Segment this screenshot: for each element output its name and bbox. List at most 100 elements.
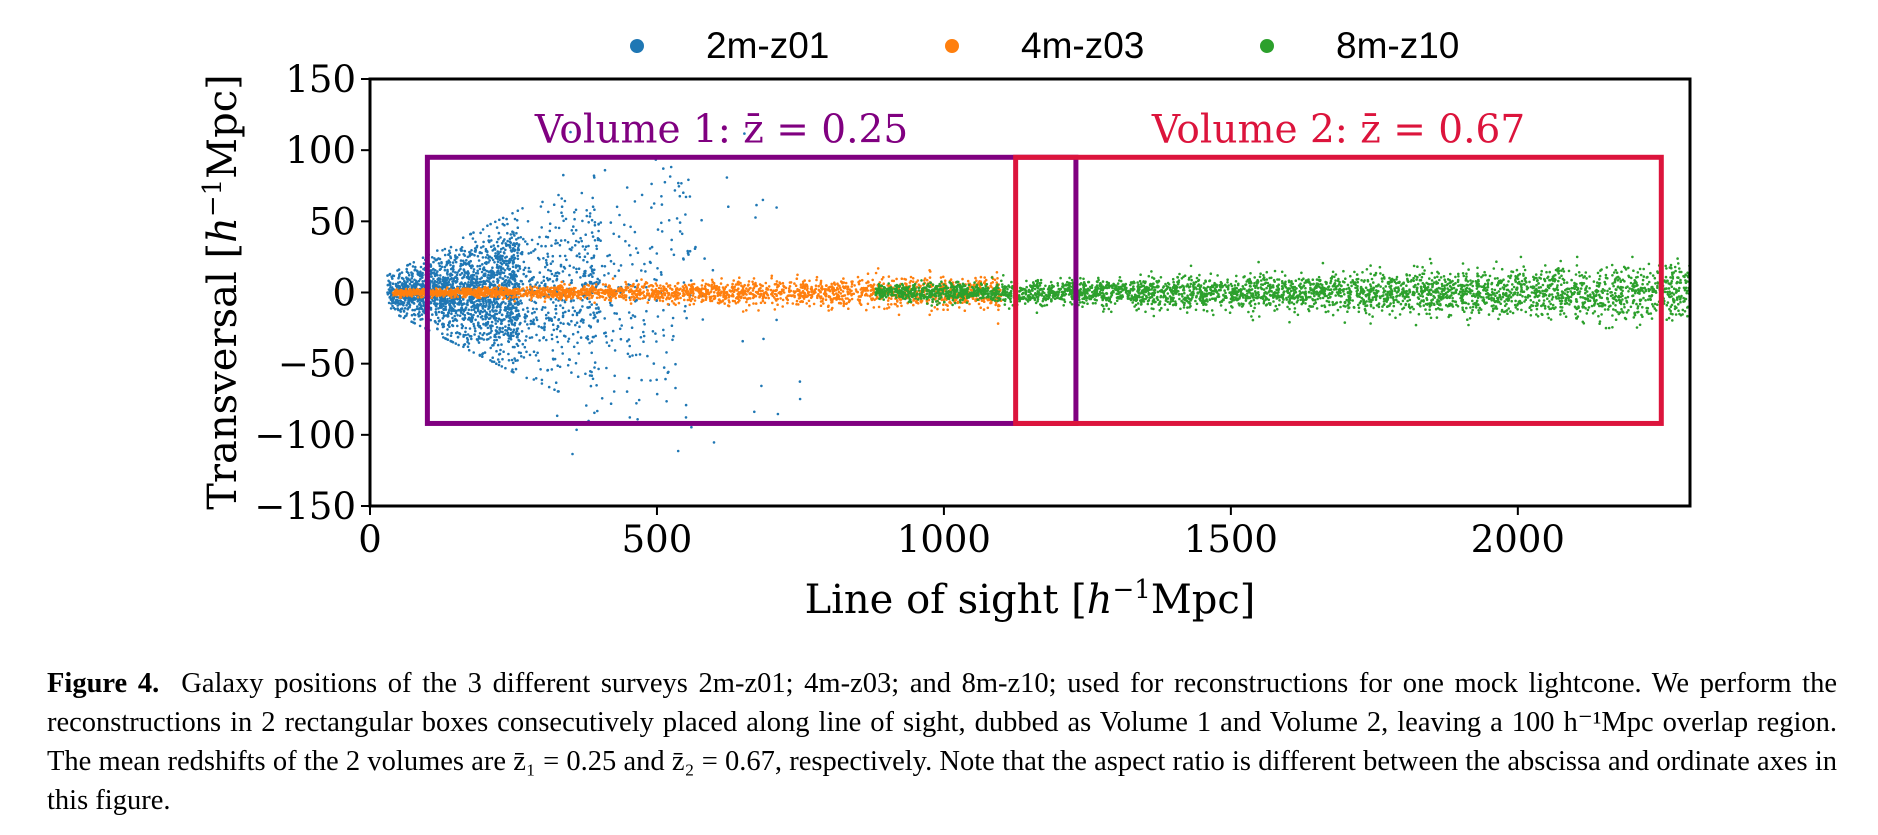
point-2m-z01: [475, 304, 478, 307]
point-2m-z01: [478, 303, 482, 307]
point-2m-z01: [488, 313, 491, 317]
point-4m-z03: [848, 288, 851, 291]
point-2m-z01: [538, 235, 541, 239]
point-2m-z01: [429, 308, 433, 311]
point-2m-z01: [521, 308, 525, 311]
point-4m-z03: [539, 296, 542, 299]
point-4m-z03: [837, 295, 841, 298]
point-4m-z03: [759, 301, 763, 305]
point-2m-z01: [502, 246, 505, 250]
point-2m-z01: [466, 345, 470, 349]
point-2m-z01: [578, 252, 581, 255]
point-2m-z01: [475, 299, 478, 303]
point-4m-z03: [882, 282, 885, 286]
point-2m-z01: [552, 328, 556, 332]
point-2m-z01: [552, 203, 556, 206]
point-4m-z03: [863, 293, 867, 297]
point-2m-z01: [416, 305, 419, 308]
point-2m-z01: [488, 306, 491, 310]
point-2m-z01: [673, 189, 677, 192]
point-2m-z01: [504, 256, 507, 259]
point-2m-z01: [410, 273, 414, 277]
point-2m-z01: [500, 247, 503, 251]
point-2m-z01: [515, 297, 519, 301]
point-2m-z01: [523, 345, 527, 349]
point-2m-z01: [520, 355, 523, 358]
point-2m-z01: [560, 205, 564, 208]
point-4m-z03: [732, 295, 735, 298]
point-2m-z01: [480, 315, 484, 318]
point-2m-z01: [407, 273, 411, 277]
point-2m-z01: [603, 274, 606, 277]
point-4m-z03: [692, 302, 696, 306]
point-4m-z03: [563, 282, 566, 286]
point-2m-z01: [504, 302, 507, 305]
point-4m-z03: [589, 286, 593, 290]
point-2m-z01: [591, 377, 595, 381]
point-2m-z01: [473, 310, 477, 314]
point-4m-z03: [791, 302, 795, 305]
point-2m-z01: [674, 386, 677, 390]
point-4m-z03: [788, 285, 792, 288]
point-2m-z01: [460, 271, 464, 275]
point-2m-z01: [473, 247, 477, 250]
point-4m-z03: [418, 288, 421, 292]
point-2m-z01: [440, 302, 444, 306]
point-2m-z01: [396, 301, 400, 305]
point-2m-z01: [656, 315, 660, 318]
point-2m-z01: [436, 322, 440, 326]
point-4m-z03: [845, 302, 848, 305]
point-4m-z03: [658, 291, 661, 295]
point-2m-z01: [610, 339, 614, 342]
point-4m-z03: [596, 290, 599, 293]
point-2m-z01: [499, 257, 503, 261]
point-2m-z01: [497, 231, 501, 235]
point-2m-z01: [481, 307, 485, 310]
point-2m-z01: [651, 330, 655, 333]
point-2m-z01: [444, 314, 448, 317]
point-2m-z01: [527, 270, 530, 273]
point-4m-z03: [553, 286, 556, 289]
point-4m-z03: [677, 301, 681, 305]
point-4m-z03: [771, 301, 774, 305]
point-2m-z01: [407, 296, 411, 300]
point-2m-z01: [553, 274, 556, 278]
point-2m-z01: [665, 351, 668, 354]
point-4m-z03: [764, 296, 768, 300]
point-2m-z01: [513, 242, 516, 245]
point-2m-z01: [436, 278, 440, 281]
point-2m-z01: [568, 247, 572, 251]
point-2m-z01: [457, 343, 460, 347]
point-2m-z01: [549, 297, 553, 301]
point-2m-z01: [631, 354, 634, 357]
point-2m-z01: [422, 267, 425, 271]
point-2m-z01: [587, 221, 590, 224]
point-2m-z01: [547, 385, 551, 389]
point-2m-z01: [489, 300, 493, 304]
point-4m-z03: [766, 288, 770, 291]
point-2m-z01: [548, 222, 552, 225]
point-2m-z01: [508, 240, 512, 243]
point-4m-z03: [946, 308, 949, 312]
point-2m-z01: [525, 335, 528, 338]
point-2m-z01: [693, 247, 697, 250]
point-4m-z03: [701, 292, 704, 295]
point-2m-z01: [446, 328, 449, 331]
point-2m-z01: [508, 245, 512, 248]
point-2m-z01: [597, 229, 600, 233]
point-2m-z01: [554, 381, 558, 385]
point-2m-z01: [451, 266, 455, 269]
point-2m-z01: [501, 216, 505, 220]
point-2m-z01: [512, 270, 516, 274]
point-4m-z03: [607, 291, 611, 295]
point-4m-z03: [900, 304, 903, 308]
point-2m-z01: [569, 299, 573, 303]
point-2m-z01: [403, 307, 407, 310]
point-4m-z03: [411, 290, 414, 294]
point-4m-z03: [840, 298, 844, 301]
point-2m-z01: [472, 324, 476, 328]
point-2m-z01: [474, 329, 477, 333]
point-2m-z01: [689, 279, 693, 282]
point-2m-z01: [473, 254, 476, 257]
point-2m-z01: [448, 299, 452, 303]
